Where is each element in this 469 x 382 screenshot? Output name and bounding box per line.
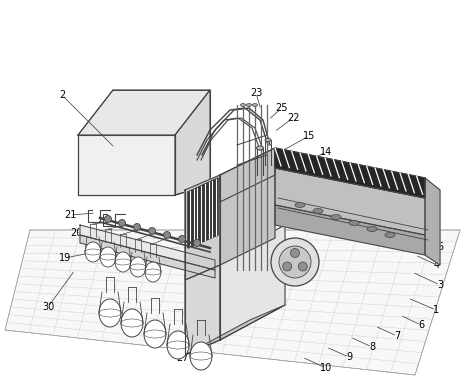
Circle shape xyxy=(283,262,292,271)
Text: 21: 21 xyxy=(64,210,76,220)
Ellipse shape xyxy=(331,215,341,220)
Text: 3: 3 xyxy=(437,280,443,290)
Circle shape xyxy=(290,249,300,257)
Text: 12: 12 xyxy=(338,165,350,175)
Text: 14: 14 xyxy=(320,147,332,157)
Polygon shape xyxy=(5,230,460,375)
Circle shape xyxy=(279,246,311,278)
Circle shape xyxy=(194,240,201,246)
Text: 6: 6 xyxy=(418,320,424,330)
Ellipse shape xyxy=(121,309,143,337)
Text: 7: 7 xyxy=(394,331,400,341)
Ellipse shape xyxy=(313,209,323,214)
Polygon shape xyxy=(175,90,210,195)
Circle shape xyxy=(105,215,112,222)
Ellipse shape xyxy=(295,202,305,207)
Ellipse shape xyxy=(349,220,359,225)
Ellipse shape xyxy=(99,299,121,327)
Polygon shape xyxy=(188,178,218,248)
Text: 22: 22 xyxy=(287,113,299,123)
Ellipse shape xyxy=(265,138,271,142)
Text: 2: 2 xyxy=(59,90,65,100)
Ellipse shape xyxy=(257,146,264,150)
Text: 25: 25 xyxy=(276,103,288,113)
Ellipse shape xyxy=(85,242,101,262)
Text: 19: 19 xyxy=(59,253,71,263)
Circle shape xyxy=(179,235,186,243)
Ellipse shape xyxy=(367,227,377,231)
Polygon shape xyxy=(275,168,425,235)
Ellipse shape xyxy=(241,104,245,107)
Polygon shape xyxy=(80,235,215,278)
Text: 9: 9 xyxy=(346,352,352,362)
Ellipse shape xyxy=(167,331,189,359)
Ellipse shape xyxy=(130,257,146,277)
Ellipse shape xyxy=(385,233,395,238)
Ellipse shape xyxy=(252,104,257,107)
Text: 23: 23 xyxy=(250,88,262,98)
Ellipse shape xyxy=(190,342,212,370)
Polygon shape xyxy=(185,260,220,355)
Text: 30: 30 xyxy=(42,302,54,312)
Ellipse shape xyxy=(144,320,166,348)
Circle shape xyxy=(149,228,156,235)
Polygon shape xyxy=(185,175,220,280)
Polygon shape xyxy=(78,135,175,195)
Polygon shape xyxy=(80,225,215,270)
Polygon shape xyxy=(185,305,285,355)
Text: 5: 5 xyxy=(437,242,443,252)
Circle shape xyxy=(119,220,126,227)
Polygon shape xyxy=(425,178,440,265)
Ellipse shape xyxy=(100,247,116,267)
Text: 17: 17 xyxy=(371,195,383,205)
Circle shape xyxy=(134,223,141,230)
Ellipse shape xyxy=(247,104,251,107)
Text: 8: 8 xyxy=(369,342,375,352)
Polygon shape xyxy=(220,225,285,340)
Text: 27: 27 xyxy=(176,353,188,363)
Text: 10: 10 xyxy=(320,363,332,373)
Circle shape xyxy=(298,262,307,271)
Polygon shape xyxy=(78,90,210,135)
Text: 4: 4 xyxy=(434,260,440,270)
Ellipse shape xyxy=(115,252,131,272)
Circle shape xyxy=(164,231,171,238)
Polygon shape xyxy=(220,148,275,202)
Circle shape xyxy=(271,238,319,286)
Text: 20: 20 xyxy=(70,228,82,238)
Ellipse shape xyxy=(145,262,161,282)
Text: 26: 26 xyxy=(146,337,158,347)
Text: 1: 1 xyxy=(433,305,439,315)
Text: 16: 16 xyxy=(354,183,366,193)
Text: 15: 15 xyxy=(303,131,315,141)
Polygon shape xyxy=(275,205,425,255)
Polygon shape xyxy=(220,148,275,265)
Polygon shape xyxy=(275,148,425,198)
